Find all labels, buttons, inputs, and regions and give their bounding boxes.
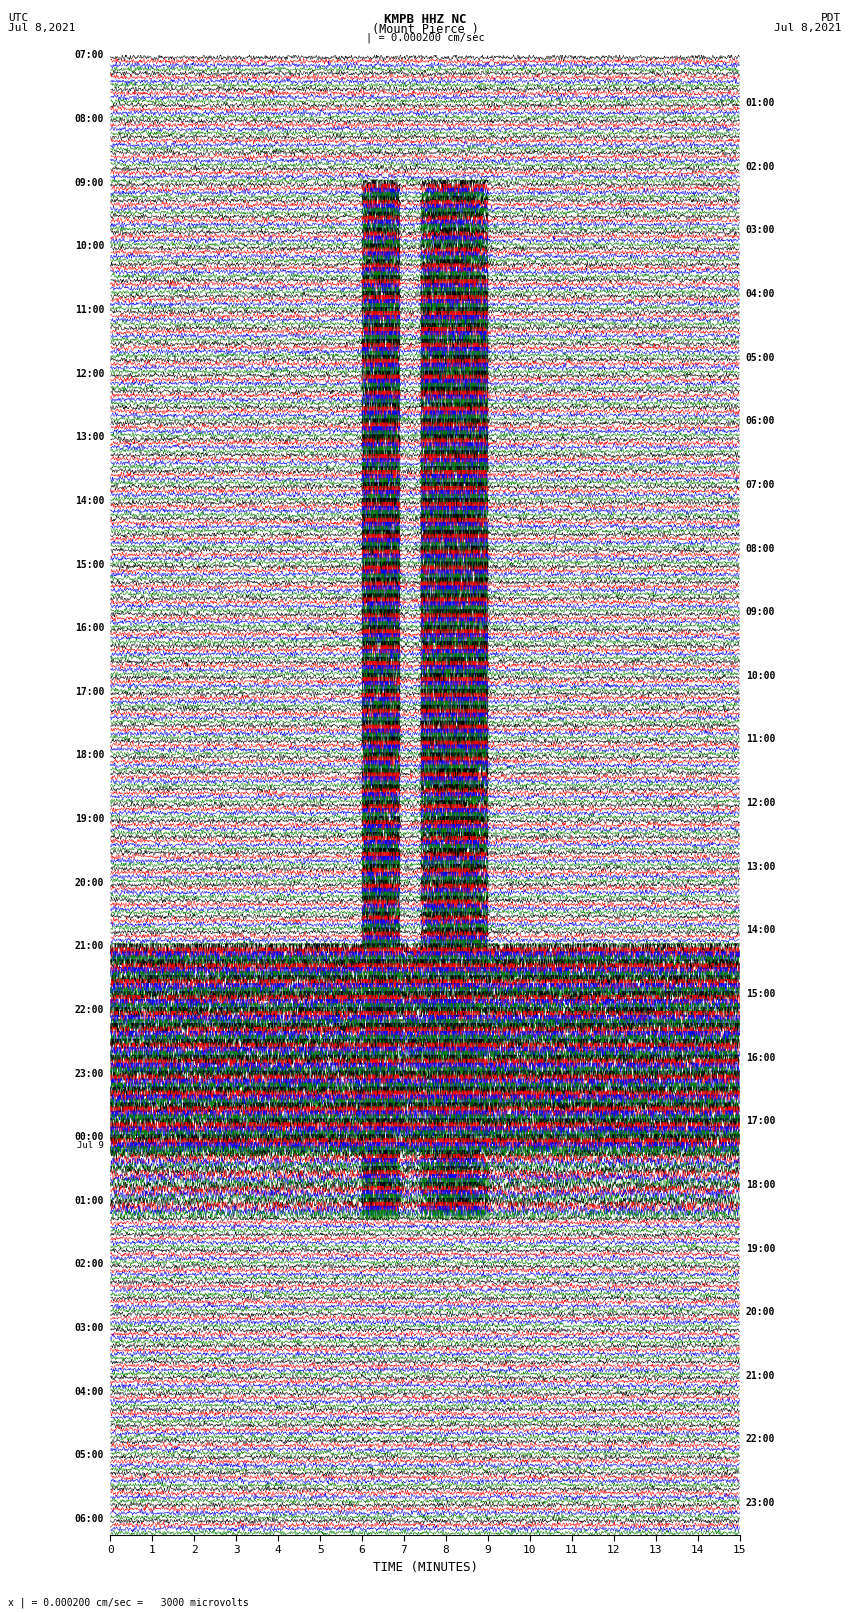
Text: 18:00: 18:00 [75,750,105,760]
Text: Jul 8,2021: Jul 8,2021 [774,23,842,32]
Text: 10:00: 10:00 [745,671,775,681]
Text: 20:00: 20:00 [745,1307,775,1318]
Text: UTC: UTC [8,13,29,23]
Text: 07:00: 07:00 [75,50,105,60]
Text: 03:00: 03:00 [75,1323,105,1332]
Text: 18:00: 18:00 [745,1179,775,1190]
Text: 12:00: 12:00 [75,369,105,379]
Text: 09:00: 09:00 [75,177,105,187]
Text: 01:00: 01:00 [745,98,775,108]
Text: 00:00: 00:00 [75,1132,105,1142]
Text: 05:00: 05:00 [745,353,775,363]
Text: 11:00: 11:00 [75,305,105,315]
X-axis label: TIME (MINUTES): TIME (MINUTES) [372,1561,478,1574]
Text: (Mount Pierce ): (Mount Pierce ) [371,23,479,35]
Text: 17:00: 17:00 [75,687,105,697]
Text: KMPB HHZ NC: KMPB HHZ NC [383,13,467,26]
Text: 11:00: 11:00 [745,734,775,745]
Text: 14:00: 14:00 [745,926,775,936]
Text: 16:00: 16:00 [75,623,105,634]
Text: 15:00: 15:00 [745,989,775,998]
Text: Jul 8,2021: Jul 8,2021 [8,23,76,32]
Text: 06:00: 06:00 [75,1515,105,1524]
Text: 21:00: 21:00 [745,1371,775,1381]
Text: 20:00: 20:00 [75,877,105,887]
Text: 05:00: 05:00 [75,1450,105,1460]
Text: 07:00: 07:00 [745,481,775,490]
Text: 08:00: 08:00 [745,544,775,553]
Text: 21:00: 21:00 [75,942,105,952]
Text: 06:00: 06:00 [745,416,775,426]
Text: 13:00: 13:00 [745,861,775,871]
Text: x | = 0.000200 cm/sec =   3000 microvolts: x | = 0.000200 cm/sec = 3000 microvolts [8,1597,249,1608]
Text: 13:00: 13:00 [75,432,105,442]
Text: 14:00: 14:00 [75,495,105,506]
Text: 16:00: 16:00 [745,1053,775,1063]
Text: 10:00: 10:00 [75,242,105,252]
Text: 22:00: 22:00 [745,1434,775,1444]
Text: 23:00: 23:00 [745,1498,775,1508]
Text: 02:00: 02:00 [75,1260,105,1269]
Text: 19:00: 19:00 [75,815,105,824]
Text: 19:00: 19:00 [745,1244,775,1253]
Text: 12:00: 12:00 [745,798,775,808]
Text: | = 0.000200 cm/sec: | = 0.000200 cm/sec [366,32,484,44]
Text: 22:00: 22:00 [75,1005,105,1015]
Text: PDT: PDT [821,13,842,23]
Text: 04:00: 04:00 [745,289,775,298]
Text: 23:00: 23:00 [75,1068,105,1079]
Text: Jul 9: Jul 9 [77,1140,105,1150]
Text: 15:00: 15:00 [75,560,105,569]
Text: 08:00: 08:00 [75,115,105,124]
Text: 01:00: 01:00 [75,1195,105,1207]
Text: 02:00: 02:00 [745,161,775,173]
Text: 03:00: 03:00 [745,226,775,235]
Text: 09:00: 09:00 [745,606,775,618]
Text: 04:00: 04:00 [75,1387,105,1397]
Text: 17:00: 17:00 [745,1116,775,1126]
